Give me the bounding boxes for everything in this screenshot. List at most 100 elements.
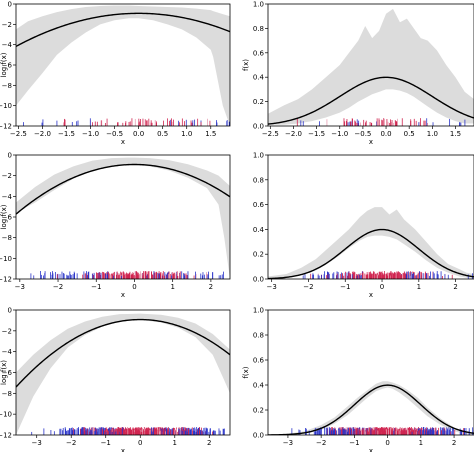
x-tick-label: −2.5	[262, 130, 279, 138]
y-tick-label: 0.6	[253, 357, 265, 365]
density-curve	[16, 163, 230, 215]
y-tick-label: −6	[2, 62, 13, 70]
x-tick-label: −1	[101, 439, 111, 447]
x-tick-label: 0.0	[380, 130, 391, 138]
rug-marks	[291, 427, 474, 435]
x-tick-label: 0.5	[157, 130, 168, 138]
confidence-band	[268, 381, 474, 435]
x-tick-label: 2	[207, 439, 211, 447]
y-tick-label: 0.6	[253, 201, 265, 209]
y-tick-label: 0.8	[253, 25, 264, 33]
x-tick-label: 1.5	[205, 130, 216, 138]
y-tick-label: 0	[8, 307, 12, 315]
x-tick-label: 2	[453, 283, 457, 291]
x-tick-label: −3	[267, 283, 277, 291]
x-tick-label: 0.0	[133, 130, 144, 138]
x-tick-label: 1	[417, 283, 421, 291]
y-tick-label: 0	[8, 1, 12, 9]
rug-marks	[30, 271, 224, 279]
x-tick-label: −2	[53, 283, 63, 291]
axes-frame	[267, 3, 474, 127]
x-tick-label: 2	[209, 283, 213, 291]
x-tick-label: 1.0	[181, 130, 192, 138]
rug-marks	[296, 118, 466, 126]
y-tick-label: 1.0	[253, 152, 264, 160]
x-axis-label: x	[121, 447, 125, 452]
x-tick-label: 0	[385, 439, 389, 447]
y-tick-label: −12	[0, 123, 12, 131]
y-tick-label: 0.8	[253, 176, 264, 184]
y-tick-label: −2	[2, 172, 12, 180]
plot-area	[268, 8, 474, 126]
confidence-band	[268, 8, 474, 125]
chart-panel-1: −2.5 −2.0 −1.5 −1.0 −0.5 0.0 0.5 1.0 1.5 −12 −10 −8…	[0, 1, 231, 146]
x-axis-label: x	[369, 291, 373, 299]
x-axis-label: x	[121, 138, 125, 146]
y-axis-label: log f(x)	[0, 360, 8, 385]
y-tick-label: −4	[2, 41, 13, 49]
x-tick-label: 1.0	[427, 130, 438, 138]
x-tick-label: −1.0	[82, 130, 99, 138]
chart-panel-4: −3 −2 −1 0 1 2 0.0 0.2 0.4 0.6 0.8 1.0 x	[253, 152, 474, 299]
x-tick-label: −2	[66, 439, 76, 447]
y-tick-label: 0	[8, 152, 12, 160]
x-tick-label: 1	[173, 439, 177, 447]
density-curve	[268, 76, 474, 125]
density-curve	[268, 384, 474, 435]
x-tick-label: −2.0	[285, 130, 302, 138]
x-tick-label: 2	[452, 439, 456, 447]
y-tick-label: −10	[0, 255, 12, 263]
plot-area	[16, 157, 230, 279]
y-tick-label: −2	[2, 327, 12, 335]
rug-marks	[31, 427, 225, 435]
y-tick-label: 0.2	[253, 98, 264, 106]
x-tick-label: −1.5	[58, 130, 75, 138]
plot-area	[16, 313, 230, 435]
y-tick-label: 0.0	[253, 432, 264, 440]
x-tick-label: 0	[380, 283, 384, 291]
x-tick-label: −3	[283, 439, 293, 447]
y-tick-label: −4	[2, 193, 13, 201]
plot-area	[268, 381, 474, 435]
x-axis-label: x	[121, 291, 125, 299]
y-tick-label: −8	[2, 390, 12, 398]
density-curve	[16, 12, 230, 48]
y-tick-label: 1.0	[253, 1, 264, 9]
x-tick-label: −1	[340, 283, 350, 291]
x-axis-label: x	[369, 138, 373, 146]
y-tick-label: 0.4	[253, 382, 265, 390]
x-tick-label: −1.5	[308, 130, 325, 138]
y-tick-label: 0.8	[253, 332, 264, 340]
confidence-band	[16, 157, 230, 279]
y-tick-label: −2	[2, 21, 12, 29]
axes-frame	[267, 154, 474, 280]
x-tick-label: −0.5	[106, 130, 123, 138]
x-axis-label: x	[369, 447, 373, 452]
confidence-band	[16, 5, 230, 126]
y-tick-label: 0.0	[253, 276, 264, 284]
y-axis-label: f(x)	[242, 59, 250, 71]
y-axis-label: log f(x)	[0, 204, 8, 229]
axes-frame	[267, 309, 474, 436]
density-curve	[16, 318, 230, 388]
y-tick-label: 0.4	[253, 226, 265, 234]
x-tick-label: 1	[419, 439, 423, 447]
x-tick-label: 0	[132, 283, 136, 291]
x-tick-label: −2	[316, 439, 326, 447]
x-tick-label: −1	[91, 283, 101, 291]
y-tick-label: −8	[2, 234, 12, 242]
confidence-band	[268, 207, 474, 279]
x-tick-label: 0.5	[404, 130, 415, 138]
y-tick-label: −4	[2, 348, 13, 356]
y-tick-label: −6	[2, 369, 13, 377]
chart-panel-6: −3 −2 −1 0 1 2 0.0 0.2 0.4 0.6 0.8 1.0 x f(x)	[242, 307, 474, 452]
x-tick-label: 1	[170, 283, 174, 291]
density-curve	[268, 228, 474, 279]
chart-panel-2: −2.5 −2.0 −1.5 −1.0 −0.5 0.0 0.5 1.0 1.5 0.0 0.2 0.…	[242, 1, 474, 146]
y-tick-label: 0.0	[253, 123, 264, 131]
x-tick-label: −1.0	[331, 130, 348, 138]
y-tick-label: −10	[0, 411, 12, 419]
